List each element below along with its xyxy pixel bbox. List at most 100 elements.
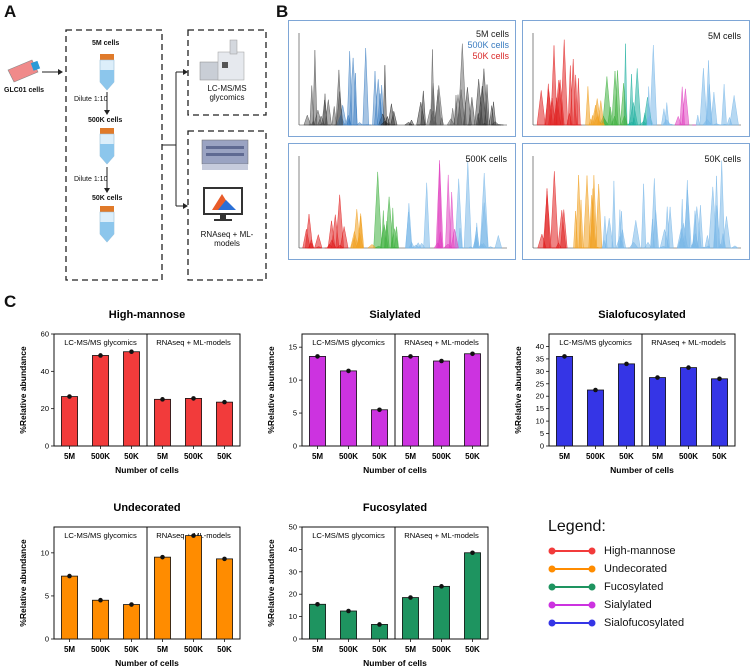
y-axis-label: %Relative abundance bbox=[266, 346, 276, 434]
group-label-lcms: LC-MS/MS glycomics bbox=[64, 338, 137, 347]
legend-dot-left bbox=[548, 583, 556, 591]
legend-title: Legend: bbox=[548, 518, 606, 535]
bar-point bbox=[315, 354, 320, 359]
chrom-peak bbox=[629, 74, 634, 126]
bar bbox=[92, 355, 109, 447]
bar bbox=[587, 389, 604, 447]
bar-point bbox=[191, 533, 196, 538]
panel-label-b: B bbox=[276, 2, 289, 21]
bar-point bbox=[67, 573, 72, 579]
y-tick-label: 15 bbox=[289, 343, 297, 352]
bar bbox=[556, 356, 573, 447]
x-axis-label: Number of cells bbox=[363, 465, 427, 475]
chrom-peak bbox=[474, 222, 479, 249]
x-tick-label: 500K bbox=[91, 452, 110, 461]
bar-point bbox=[160, 554, 165, 560]
chrom-peak bbox=[312, 50, 318, 126]
bar bbox=[154, 556, 171, 640]
group-label-rnaseq: RNAseq + ML-models bbox=[404, 531, 479, 540]
group-label-lcms: LC-MS/MS glycomics bbox=[312, 531, 385, 540]
chrom-peak bbox=[322, 93, 328, 126]
bar bbox=[185, 398, 202, 447]
chrom-peak bbox=[303, 114, 311, 126]
chrom-peak bbox=[477, 86, 487, 126]
chrom-peak bbox=[468, 246, 473, 249]
bar bbox=[123, 351, 140, 447]
chrom-legend-5m: 5M cells bbox=[475, 29, 509, 39]
chrom-peak bbox=[490, 101, 497, 126]
workflow-diagram bbox=[7, 29, 267, 281]
chrom-peak bbox=[642, 112, 648, 126]
chrom-legend-500k: 500K cells bbox=[467, 40, 509, 50]
bar bbox=[309, 356, 326, 447]
x-tick-label: 5M bbox=[312, 452, 323, 461]
panel-label-c: C bbox=[4, 292, 17, 311]
bar-point bbox=[67, 394, 72, 399]
bar bbox=[464, 353, 481, 447]
y-axis-label: %Relative abundance bbox=[18, 539, 28, 627]
y-tick-label: 20 bbox=[41, 404, 49, 413]
chart-sialofucosylated: Sialofucosylated LC-MS/MS glycomics RNAseq… bbox=[513, 309, 736, 475]
legend-dot-left bbox=[548, 565, 556, 573]
chrom-peak bbox=[543, 188, 551, 249]
chrom-peak bbox=[314, 233, 323, 249]
chrom-peak bbox=[380, 224, 389, 249]
chrom-peak bbox=[445, 174, 452, 249]
chrom-peak bbox=[429, 110, 437, 126]
chrom-peak bbox=[555, 242, 562, 249]
chrom-peak bbox=[702, 118, 712, 126]
bar-charts: High-mannose LC-MS/MS glycomics RNAseq + M… bbox=[18, 309, 736, 668]
x-tick-label: 5M bbox=[157, 645, 168, 654]
legend-dot-right bbox=[588, 619, 596, 627]
flask-icon bbox=[7, 59, 41, 83]
chrom-peak bbox=[494, 234, 502, 249]
bar bbox=[61, 396, 78, 447]
bar-point bbox=[222, 399, 227, 405]
y-tick-label: 40 bbox=[41, 367, 49, 376]
tube-icon-50k bbox=[99, 206, 115, 243]
chrom-peak bbox=[308, 239, 315, 249]
chromatogram-5m: 5M cells bbox=[522, 20, 750, 137]
chrom-peak bbox=[373, 171, 383, 249]
chrom-peak bbox=[416, 101, 426, 126]
bar bbox=[711, 378, 728, 447]
bar-point bbox=[98, 353, 103, 358]
chrom-peak bbox=[699, 68, 708, 126]
chrom-peak bbox=[718, 160, 725, 249]
y-tick-label: 10 bbox=[536, 417, 544, 426]
chart-sialylated: Sialylated LC-MS/MS glycomics RNAseq + ML-… bbox=[266, 309, 489, 475]
bar bbox=[154, 398, 171, 447]
chrom-peak bbox=[666, 206, 674, 249]
y-tick-label: 25 bbox=[536, 379, 544, 388]
method-label-lcms: LC-MS/MS glycomics bbox=[207, 84, 247, 102]
chrom-peak bbox=[404, 121, 413, 126]
x-tick-label: 50K bbox=[465, 452, 480, 461]
x-tick-label: 5M bbox=[64, 645, 75, 654]
legend-swatch bbox=[548, 601, 596, 609]
chromatogram-50k: 50K cells bbox=[522, 143, 750, 260]
x-tick-label: 50K bbox=[372, 645, 387, 654]
legend-dot-right bbox=[588, 601, 596, 609]
chrom-peak bbox=[720, 233, 726, 249]
bar-point bbox=[160, 397, 165, 402]
mass-spec-icon bbox=[199, 39, 245, 81]
chrom-peak bbox=[646, 86, 651, 126]
legend-item: Undecorated bbox=[548, 560, 748, 578]
chrom-peak bbox=[478, 243, 485, 249]
chrom-peak bbox=[357, 213, 365, 249]
chrom-peak bbox=[650, 219, 655, 249]
legend-swatch bbox=[548, 565, 596, 573]
bar bbox=[340, 610, 357, 640]
bar-point bbox=[315, 601, 320, 607]
rnaseq-dashed-box bbox=[187, 130, 267, 281]
chrom-peak bbox=[302, 229, 311, 249]
bar-point bbox=[346, 368, 351, 374]
legend-swatch bbox=[548, 583, 596, 591]
y-tick-label: 5 bbox=[293, 409, 297, 418]
chrom-peak bbox=[347, 117, 351, 126]
chrom-peak bbox=[387, 103, 395, 126]
bar bbox=[402, 597, 419, 640]
chrom-peak bbox=[463, 87, 472, 126]
chromatogram-500k-label: 500K cells bbox=[465, 154, 507, 164]
legend-item: Sialylated bbox=[548, 596, 748, 614]
